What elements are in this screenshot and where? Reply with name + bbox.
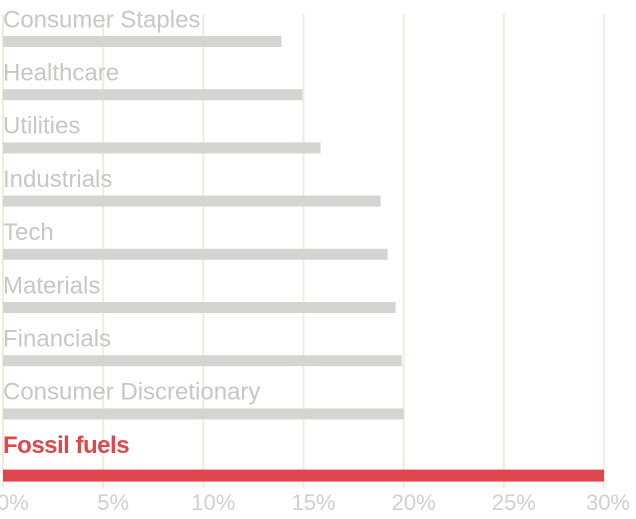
x-tick-label: 5% xyxy=(97,490,129,515)
category-label: Utilities xyxy=(3,113,80,140)
x-tick-label: 20% xyxy=(392,490,436,515)
category-label: Industrials xyxy=(3,166,112,193)
bar xyxy=(3,408,404,420)
bar xyxy=(3,89,303,101)
bar xyxy=(3,302,396,313)
bar xyxy=(3,469,604,482)
bar xyxy=(3,195,381,207)
category-label: Fossil fuels xyxy=(3,432,129,459)
category-label: Healthcare xyxy=(3,60,119,87)
category-label: Tech xyxy=(3,219,54,246)
category-label: Financials xyxy=(3,326,111,353)
bar xyxy=(3,36,282,47)
category-label: Materials xyxy=(3,272,100,299)
bar xyxy=(3,355,402,367)
bar xyxy=(3,142,321,154)
x-tick-label: 30% xyxy=(586,490,630,515)
x-tick-label: 25% xyxy=(492,490,536,515)
x-tick-label: 0% xyxy=(0,490,29,515)
x-tick-label: 15% xyxy=(291,490,335,515)
category-label: Consumer Staples xyxy=(3,6,200,33)
category-label: Consumer Discretionary xyxy=(3,379,260,406)
x-tick-label: 10% xyxy=(191,490,235,515)
bar xyxy=(3,248,388,260)
